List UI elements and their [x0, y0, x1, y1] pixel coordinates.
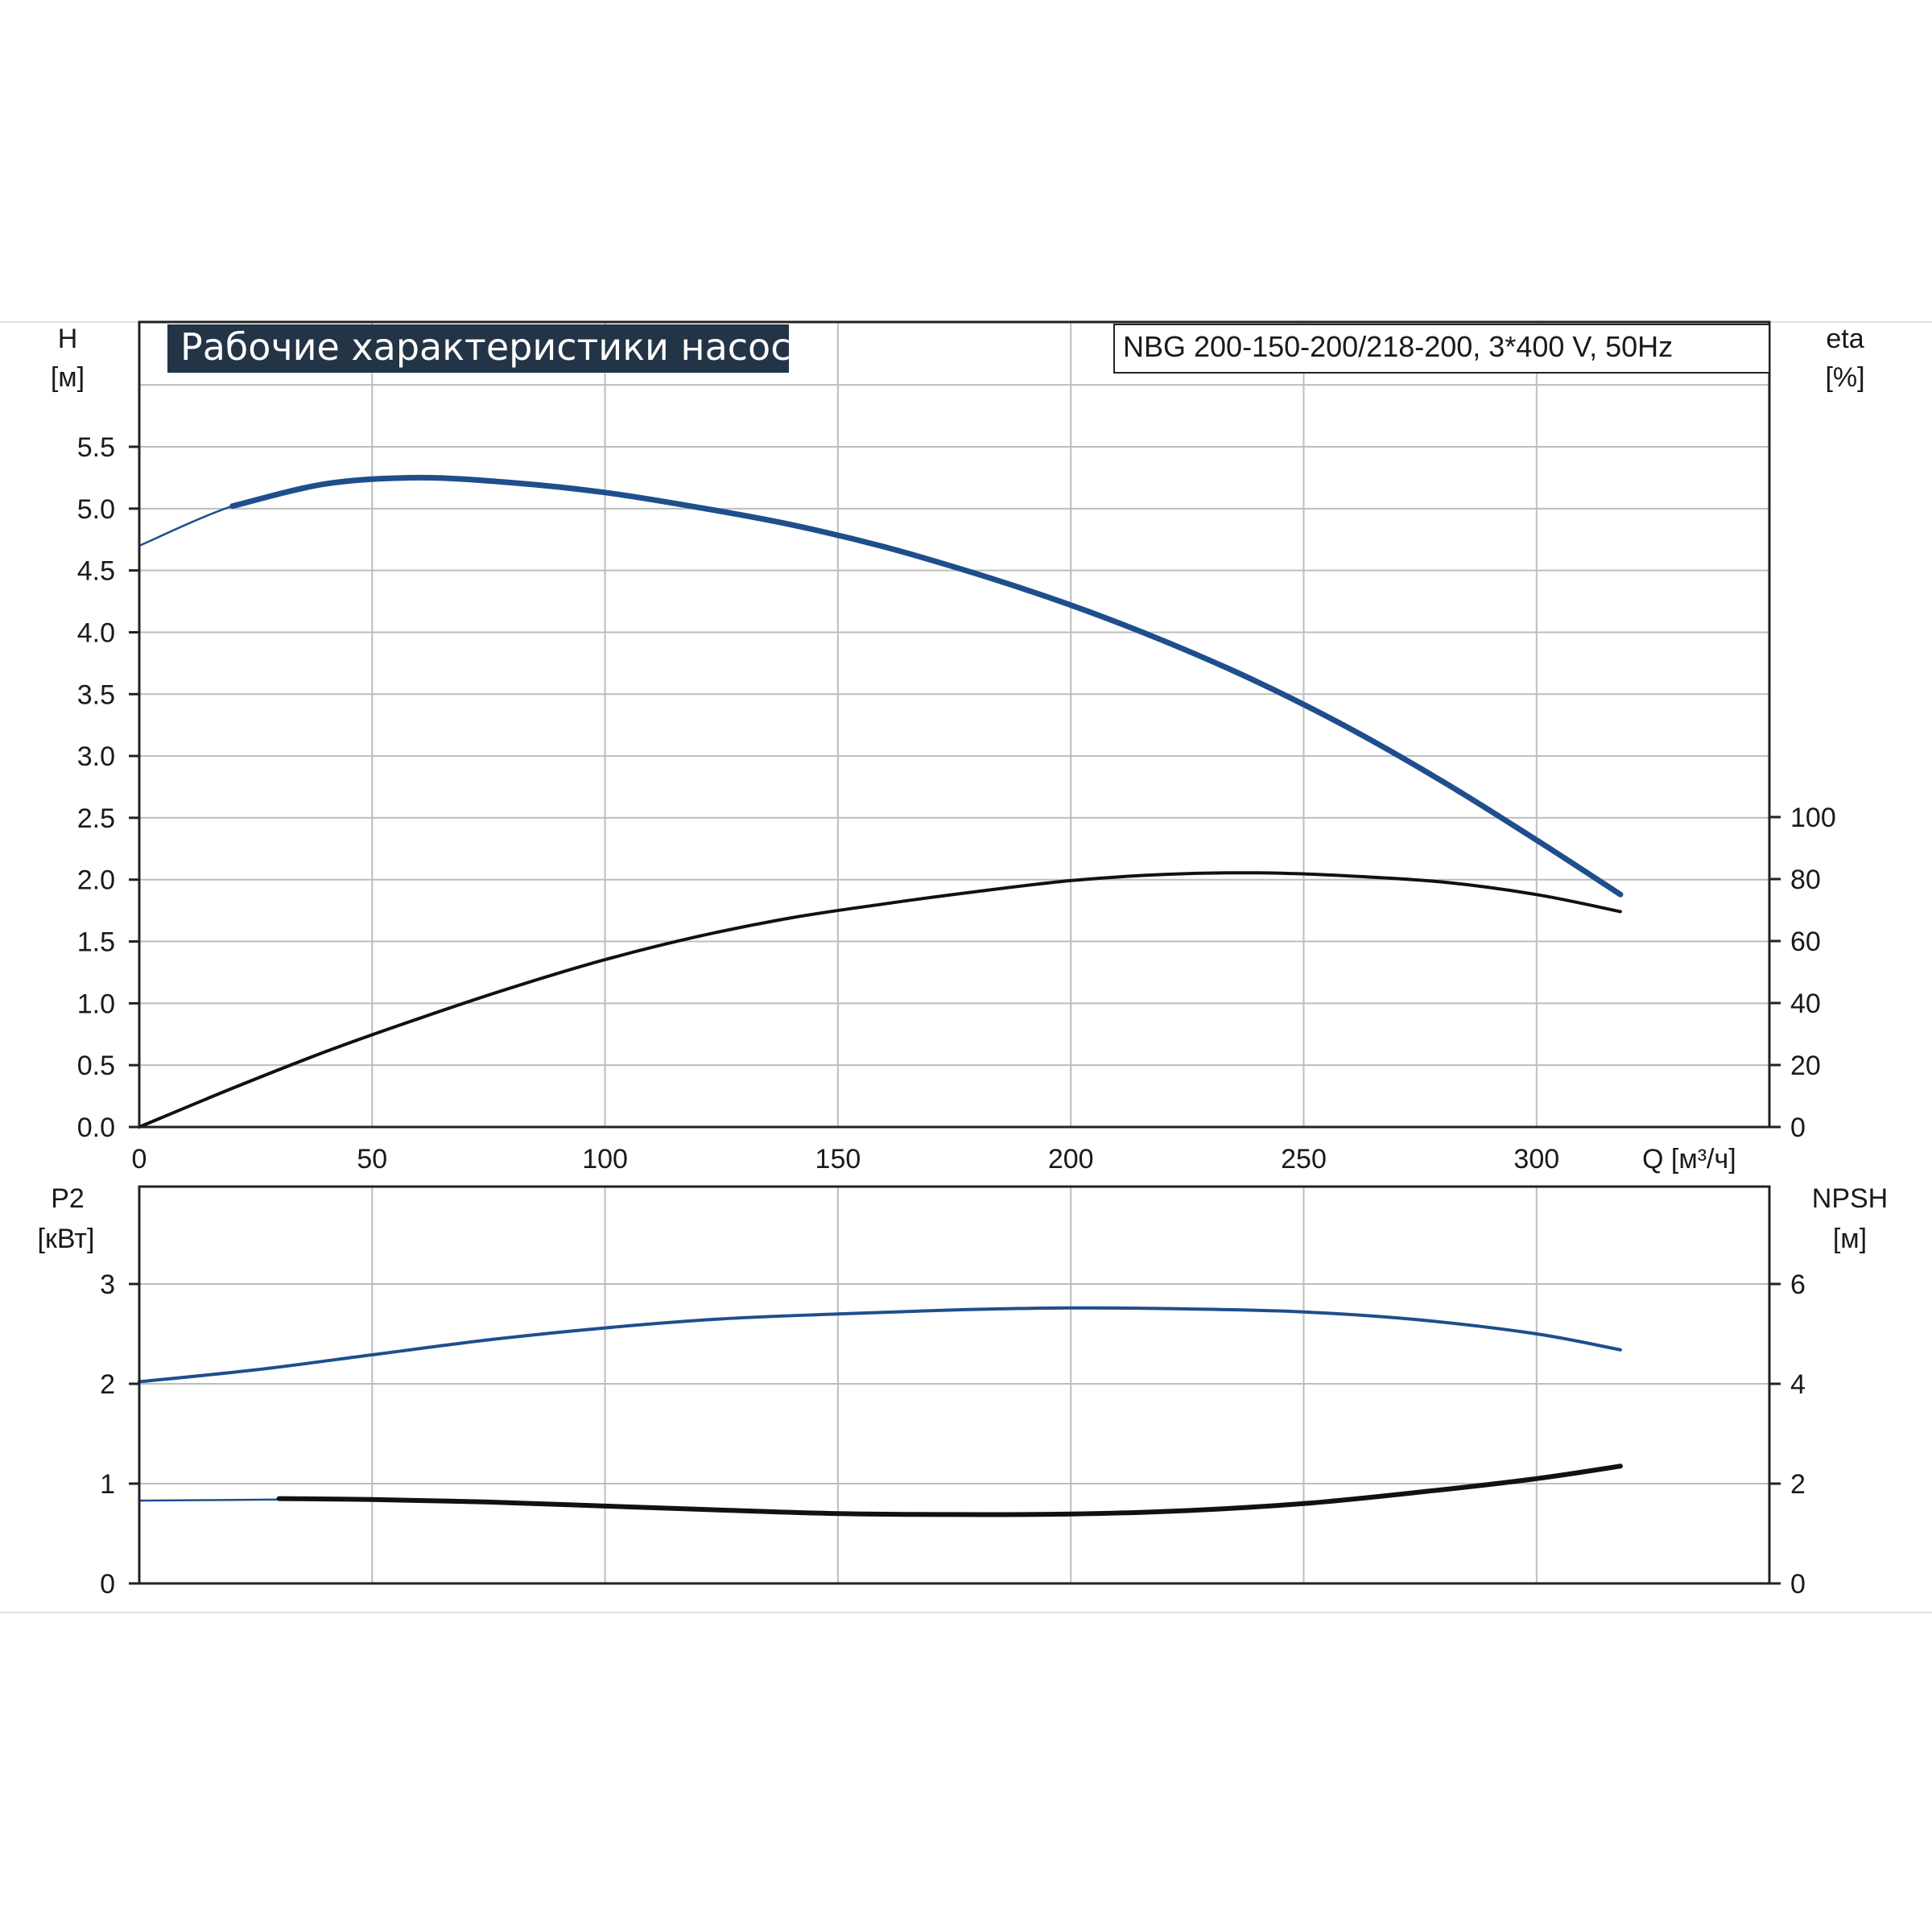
npsh-axis-unit: [м] — [1833, 1224, 1867, 1254]
top-plot-grid — [139, 322, 1769, 1127]
eta-axis-unit: [%] — [1825, 362, 1864, 393]
eta-tick-label: 80 — [1790, 865, 1821, 895]
bottom-plot-grid — [139, 1187, 1769, 1583]
flow-axis-label: Q [м³/ч] — [1642, 1144, 1736, 1174]
power-tick-label: 1 — [100, 1469, 115, 1500]
eta-axis-label: eta — [1826, 324, 1864, 354]
eta-tick-label: 60 — [1790, 927, 1821, 957]
npsh-tick-label: 0 — [1790, 1569, 1806, 1600]
head-curve-thin — [138, 482, 327, 547]
power-tick-label: 3 — [100, 1269, 115, 1300]
eta-tick-label: 100 — [1790, 803, 1836, 833]
tick-labels: 0 50 100 150 200 250 3000.00.51.01.52.02.53.03… — [77, 432, 1836, 1600]
head-axis-unit: [м] — [51, 362, 85, 393]
power-axis-label: P2 — [51, 1183, 85, 1214]
head-tick-label: 4.0 — [77, 617, 115, 648]
npsh-tick-label: 2 — [1790, 1469, 1806, 1500]
model-label: NBG 200-150-200/218-200, 3*400 V, 50Hz — [1123, 330, 1673, 363]
x-tick-label: 0 — [132, 1144, 147, 1174]
x-tick-label: 150 — [815, 1144, 861, 1174]
head-axis-label: H — [58, 324, 78, 354]
power-start-segment — [138, 1498, 280, 1502]
head-tick-label: 2.0 — [77, 865, 115, 896]
x-tick-label: 250 — [1281, 1144, 1327, 1174]
head-curve — [229, 474, 1624, 898]
x-tick-label: 200 — [1048, 1144, 1094, 1174]
head-tick-label: 0.5 — [77, 1051, 115, 1081]
power-axis-unit: [кВт] — [38, 1224, 95, 1254]
title-badge — [167, 324, 789, 373]
x-tick-label: 300 — [1513, 1144, 1559, 1174]
x-tick-label: 100 — [582, 1144, 628, 1174]
eta-tick-label: 40 — [1790, 989, 1821, 1019]
npsh-tick-label: 6 — [1790, 1269, 1806, 1300]
eta-tick-label: 20 — [1790, 1051, 1821, 1081]
head-tick-label: 4.5 — [77, 556, 115, 587]
x-tick-label: 50 — [357, 1144, 387, 1174]
head-tick-label: 5.5 — [77, 432, 115, 463]
head-tick-label: 5.0 — [77, 494, 115, 525]
efficiency-curve — [138, 871, 1622, 1129]
power-tick-label: 2 — [100, 1369, 115, 1400]
chart-title: Рабочие характеристики насоса — [180, 325, 814, 369]
head-tick-label: 2.5 — [77, 803, 115, 834]
curves — [138, 474, 1624, 1517]
head-tick-label: 3.5 — [77, 679, 115, 710]
npsh-tick-label: 4 — [1790, 1369, 1806, 1400]
npsh-axis-label: NPSH — [1812, 1183, 1888, 1214]
top-plot-frame — [138, 320, 1771, 1129]
model-box — [1113, 324, 1770, 374]
head-tick-label: 3.0 — [77, 741, 115, 772]
eta-tick-label: 0 — [1790, 1113, 1806, 1143]
head-tick-label: 0.0 — [77, 1113, 115, 1143]
bottom-plot-frame — [138, 1185, 1771, 1585]
head-tick-label: 1.0 — [77, 989, 115, 1019]
power-tick-label: 0 — [100, 1569, 115, 1600]
head-tick-label: 1.5 — [77, 927, 115, 958]
power-curve — [138, 1306, 1622, 1384]
npsh-curve — [276, 1463, 1623, 1517]
